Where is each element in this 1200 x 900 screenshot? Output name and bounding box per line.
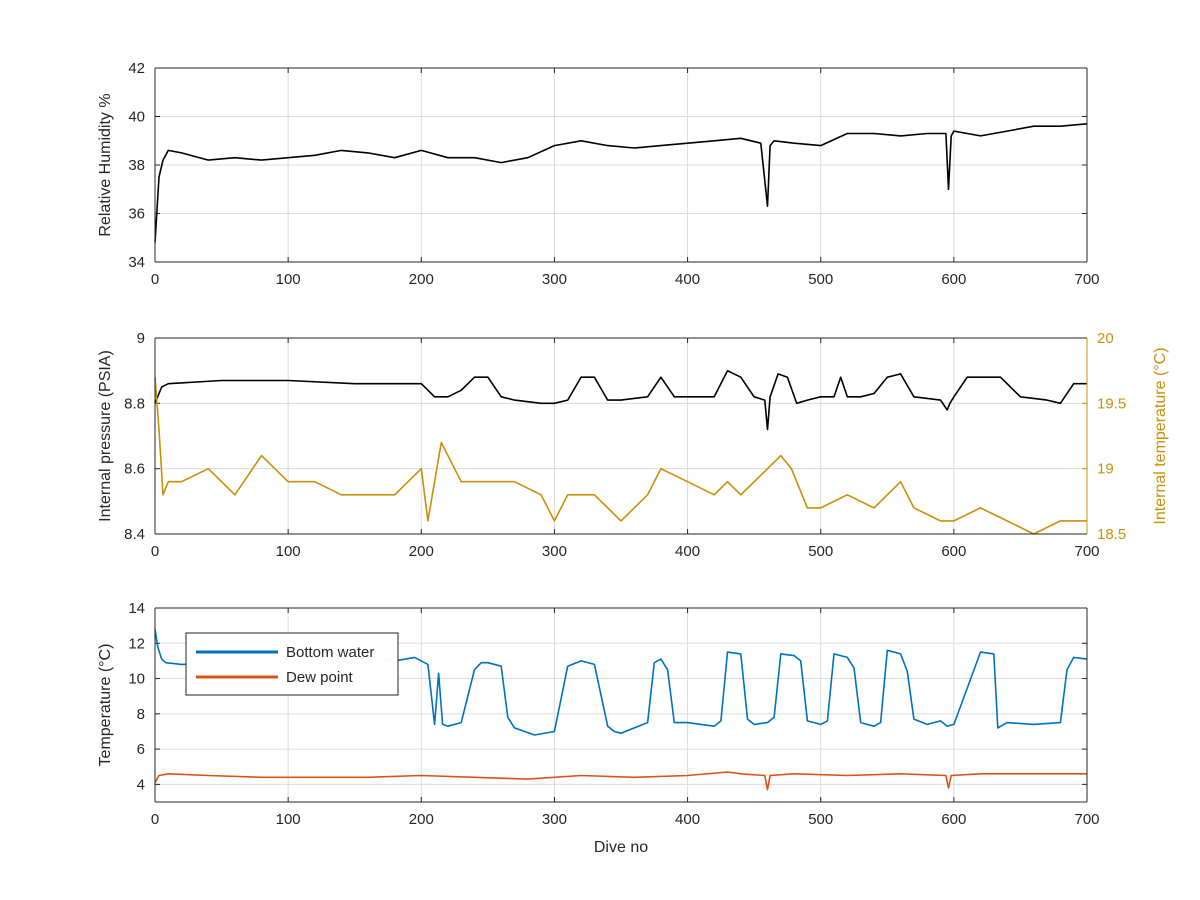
x-tick-label: 300 (542, 271, 567, 288)
x-axis-label: Dive no (594, 839, 648, 856)
panel-1: 0 100 200 300 400 500 600 700 34 36 38 40 42 Relative… (97, 60, 1100, 288)
y-tick-label: 42 (128, 60, 145, 77)
x-tick-label: 100 (276, 811, 301, 828)
x-tick-label: 300 (542, 543, 567, 560)
x-tick-label: 400 (675, 543, 700, 560)
panel-3: 0 100 200 300 400 500 600 700 4 6 8 10 12 14 Temperatu… (97, 600, 1100, 856)
y-tick-label: 40 (128, 109, 145, 126)
y-tick-label: 12 (128, 635, 145, 652)
x-tick-label: 0 (151, 543, 159, 560)
legend-entry: Dew point (286, 669, 354, 686)
y-right-tick-label: 20 (1097, 330, 1114, 347)
legend-box (185, 632, 399, 696)
x-tick-label: 200 (409, 811, 434, 828)
x-tick-label: 600 (941, 811, 966, 828)
y-tick-label: 14 (128, 600, 145, 617)
x-tick-label: 400 (675, 271, 700, 288)
y-tick-label: 10 (128, 671, 145, 688)
y-tick-label: 8.4 (124, 526, 145, 543)
x-tick-label: 600 (941, 543, 966, 560)
x-tick-label: 600 (941, 271, 966, 288)
x-tick-label: 0 (151, 271, 159, 288)
x-tick-label: 200 (409, 543, 434, 560)
y-right-tick-label: 18.5 (1097, 526, 1126, 543)
x-tick-label: 100 (276, 271, 301, 288)
x-tick-label: 0 (151, 811, 159, 828)
y-right-tick-label: 19 (1097, 461, 1114, 478)
x-tick-label: 700 (1074, 811, 1099, 828)
series-line-2-2 (154, 377, 1087, 535)
panel-2: 0 100 200 300 400 500 600 700 8.4 8.6 8.8 9 18.5 19 19… (97, 330, 1169, 560)
plot-area (155, 338, 1087, 534)
y-tick-label: 38 (128, 157, 145, 174)
y-axis-label: Temperature (°C) (97, 644, 114, 767)
x-tick-label: 400 (675, 811, 700, 828)
x-tick-label: 100 (276, 543, 301, 560)
y-tick-label: 8.6 (124, 461, 145, 478)
x-tick-label: 500 (808, 543, 833, 560)
x-tick-label: 700 (1074, 271, 1099, 288)
series-line-2-1 (154, 369, 1087, 431)
series-line-1-1 (154, 123, 1088, 243)
y-tick-label: 34 (128, 254, 145, 271)
legend: Bottom water Dew point (185, 632, 399, 696)
x-tick-label: 500 (808, 811, 833, 828)
y-right-tick-label: 19.5 (1097, 395, 1126, 412)
y-tick-label: 6 (137, 741, 145, 758)
legend-entry: Bottom water (286, 644, 374, 661)
y-tick-label: 8 (137, 706, 145, 723)
series-line-dew-point (154, 771, 1087, 791)
y-axis-label: Internal pressure (PSIA) (97, 350, 114, 522)
x-tick-label: 300 (542, 811, 567, 828)
x-tick-label: 500 (808, 271, 833, 288)
y-tick-label: 8.8 (124, 395, 145, 412)
x-tick-label: 200 (409, 271, 434, 288)
series-line-bottom-water (154, 629, 1088, 736)
y-axis-label: Relative Humidity % (97, 93, 114, 236)
y-tick-label: 9 (137, 330, 145, 347)
x-tick-label: 700 (1074, 543, 1099, 560)
y-tick-label: 36 (128, 206, 145, 223)
y-tick-label: 4 (137, 776, 145, 793)
y-right-axis-label: Internal temperature (°C) (1152, 347, 1169, 524)
